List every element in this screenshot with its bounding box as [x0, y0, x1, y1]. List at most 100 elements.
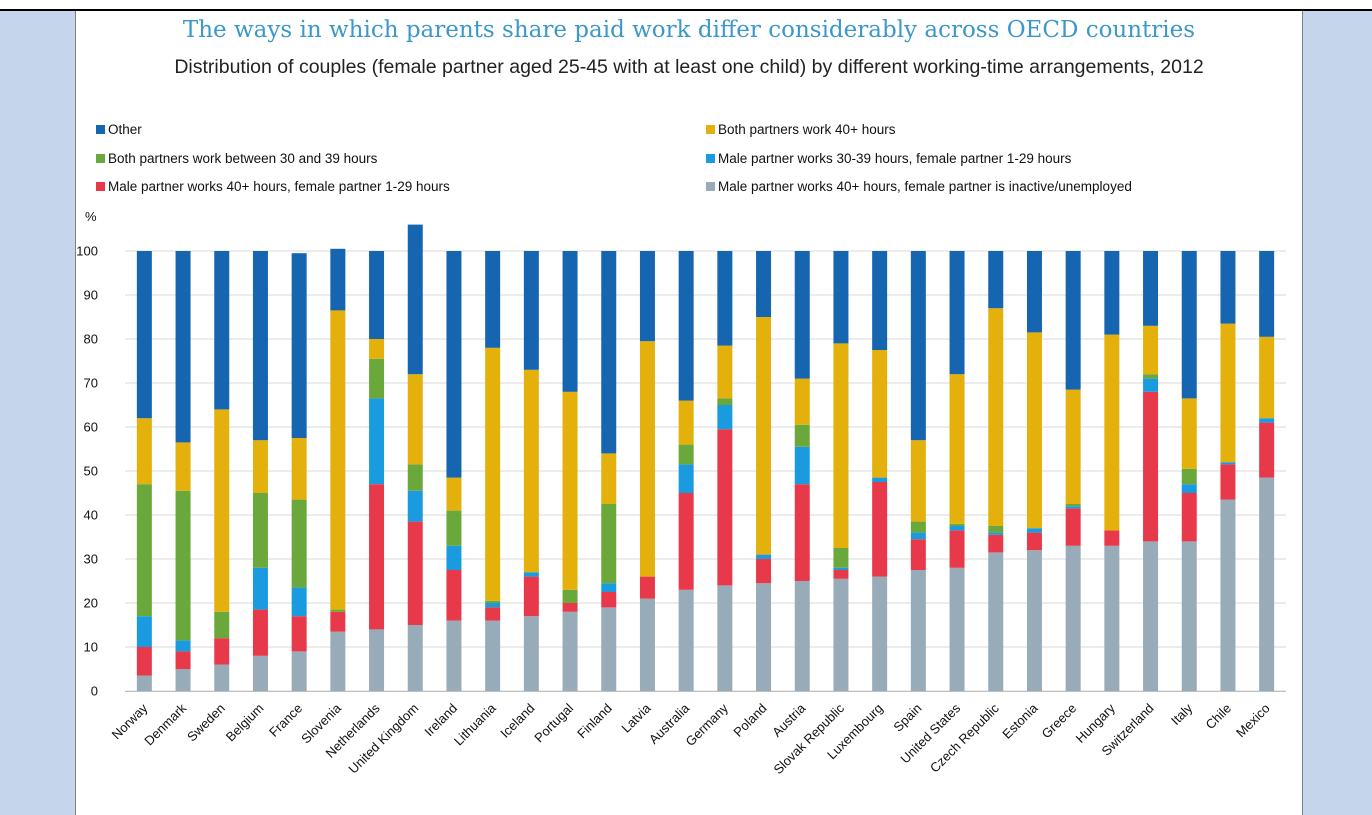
- bar-segment: [1181, 398, 1197, 469]
- bar-segment: [601, 592, 617, 608]
- bar-segment: [1065, 251, 1081, 390]
- bar-segment: [756, 251, 772, 317]
- bar-segment: [1181, 493, 1197, 542]
- bar-segment: [639, 251, 655, 342]
- bar-segment: [1026, 251, 1042, 333]
- bar-segment: [485, 620, 501, 691]
- bar-segment: [562, 251, 578, 392]
- bar-segment: [639, 598, 655, 691]
- bar-segment: [136, 675, 152, 691]
- bar-segment: [485, 347, 501, 601]
- bar-segment: [872, 251, 888, 350]
- bar-segment: [291, 438, 307, 500]
- bar-segment: [407, 464, 423, 491]
- top-margin-strip: [0, 0, 1372, 9]
- bar-segment: [485, 251, 501, 348]
- bar-segment: [678, 444, 694, 465]
- bar-segment: [330, 609, 346, 612]
- bar-segment: [214, 664, 230, 691]
- bar-segment: [910, 532, 926, 540]
- x-tick-label: United Kingdom: [345, 701, 421, 777]
- bar-segment: [446, 477, 462, 511]
- x-tick-label: Lithuania: [451, 700, 499, 748]
- bar-segment: [175, 442, 191, 491]
- x-tick-label: Belgium: [223, 701, 267, 745]
- bar-segment: [910, 521, 926, 533]
- bar-segment: [988, 532, 1004, 535]
- x-tick-label: Finland: [574, 701, 615, 742]
- bar-segment: [136, 418, 152, 485]
- bar-segment: [175, 651, 191, 669]
- bar-segment: [252, 440, 268, 493]
- legend-item: Other: [96, 122, 142, 137]
- chart-title: The ways in which parents share paid wor…: [182, 17, 1196, 43]
- bar-segment: [407, 374, 423, 465]
- x-tick-label: Latvia: [618, 700, 654, 736]
- bar-segment: [407, 490, 423, 522]
- bar-segment: [678, 251, 694, 401]
- bar-segment: [291, 499, 307, 588]
- bar-segment: [446, 620, 462, 691]
- bar-segment: [1259, 418, 1275, 423]
- bar-segment: [833, 567, 849, 570]
- bar-segment: [1220, 323, 1236, 463]
- y-tick-label: 80: [84, 332, 98, 347]
- bar-segment: [756, 559, 772, 584]
- bar-segment: [872, 482, 888, 577]
- bar-segment: [369, 629, 385, 691]
- x-tick-label: Portugal: [531, 700, 576, 745]
- bar-segment: [872, 576, 888, 691]
- bar-segment: [407, 625, 423, 691]
- bar-segment: [369, 251, 385, 339]
- bar-segment: [678, 464, 694, 493]
- x-tick-label: Poland: [730, 701, 769, 740]
- bar-segment: [1026, 532, 1042, 551]
- bar-segment: [1259, 336, 1275, 419]
- legend-item: Male partner works 30-39 hours, female p…: [706, 151, 1071, 166]
- bar-segment: [1259, 422, 1275, 478]
- bar-segment: [523, 616, 539, 691]
- y-tick-label: 70: [84, 376, 98, 391]
- bar-segment: [1026, 332, 1042, 529]
- bar-segment: [175, 640, 191, 652]
- bar-segment: [562, 589, 578, 603]
- bar-segment: [252, 655, 268, 691]
- bar-segment: [175, 490, 191, 641]
- y-tick-label: 90: [84, 288, 98, 303]
- legend-label: Male partner works 30-39 hours, female p…: [718, 151, 1072, 166]
- bar-segment: [1259, 251, 1275, 337]
- bar-segment: [252, 493, 268, 568]
- bar-segment: [523, 572, 539, 577]
- x-tick-label: Estonia: [999, 700, 1041, 742]
- bar-segment: [485, 607, 501, 621]
- bar-segment: [1065, 545, 1081, 691]
- bar-segment: [291, 651, 307, 691]
- bar-segment: [291, 253, 307, 438]
- y-tick-label: 0: [91, 684, 98, 699]
- bar-segment: [136, 251, 152, 419]
- bar-segment: [407, 224, 423, 375]
- bar-segment: [446, 570, 462, 621]
- bar-segment: [136, 647, 152, 676]
- bar-segment: [1065, 504, 1081, 507]
- bar-segment: [562, 391, 578, 590]
- bar-segment: [910, 539, 926, 570]
- bar-segment: [1181, 541, 1197, 691]
- y-tick-label: 10: [84, 640, 98, 655]
- y-tick-label: 100: [76, 244, 98, 259]
- bar-segment: [678, 400, 694, 445]
- bar-segment: [1026, 528, 1042, 533]
- bar-segment: [136, 484, 152, 617]
- bar-segment: [1065, 389, 1081, 504]
- bar-segment: [601, 453, 617, 504]
- bar-segment: [678, 589, 694, 691]
- bar-segment: [833, 548, 849, 568]
- bar-segment: [523, 576, 539, 617]
- bar-segment: [1143, 378, 1159, 392]
- legend-swatch: [706, 182, 715, 191]
- bar-segment: [717, 429, 733, 586]
- bar-segment: [1259, 477, 1275, 691]
- bar-segment: [214, 409, 230, 612]
- bar-segment: [872, 350, 888, 478]
